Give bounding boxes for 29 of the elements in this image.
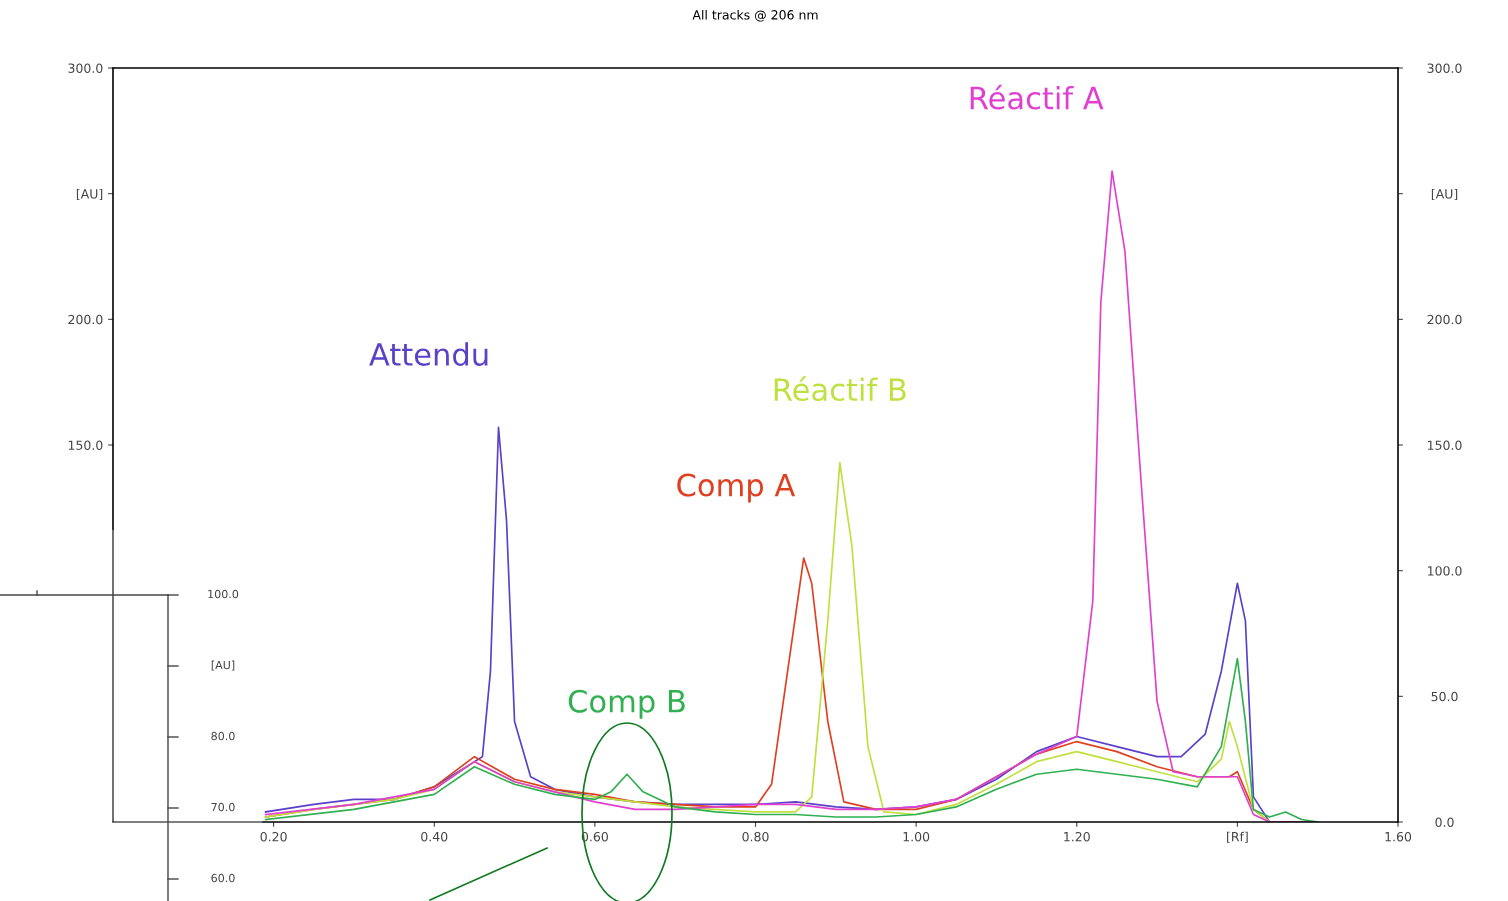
x-tick-label: 1.60 [1385,831,1412,842]
y2-tick-label: 0.0 [1435,817,1454,827]
y-tick-label: 150.0 [68,440,103,450]
y-tick-label: [AU] [76,188,103,201]
x-tick-label: [Rf] [1227,831,1248,843]
annotation: 100.0 [208,589,239,599]
y2-tick-label: 300.0 [1427,63,1462,73]
x-tick-label: 1.00 [903,831,930,842]
text: Réactif B [774,376,906,402]
y-tick-label: 300.0 [68,63,103,73]
y2-tick-label: 150.0 [1428,440,1462,450]
text: 60.0 [211,873,235,883]
chart-title: All tracks @ 206 nm [692,9,818,22]
annotation: 70.0 [211,802,235,812]
x-tick-label: 0.20 [260,831,287,842]
y2-tick-label: [AU] [1431,188,1458,201]
y2-tick-label: 50.0 [1431,691,1458,702]
x-tick-label: 0.80 [742,831,769,842]
text: Comp B [568,689,685,719]
x-tick-label: 1.20 [1064,831,1090,842]
y2-tick-label: 100.0 [1428,566,1462,576]
annotation: [AU] [211,660,235,671]
series-label: Comp A [677,473,796,503]
annotation: 80.0 [211,731,235,741]
y2-tick-label: 200.0 [1427,314,1462,325]
x-tick-label: 0.40 [421,831,448,842]
text: Réactif A [970,84,1104,110]
y-tick-label: 200.0 [68,314,103,325]
text: Attendu [369,342,488,366]
